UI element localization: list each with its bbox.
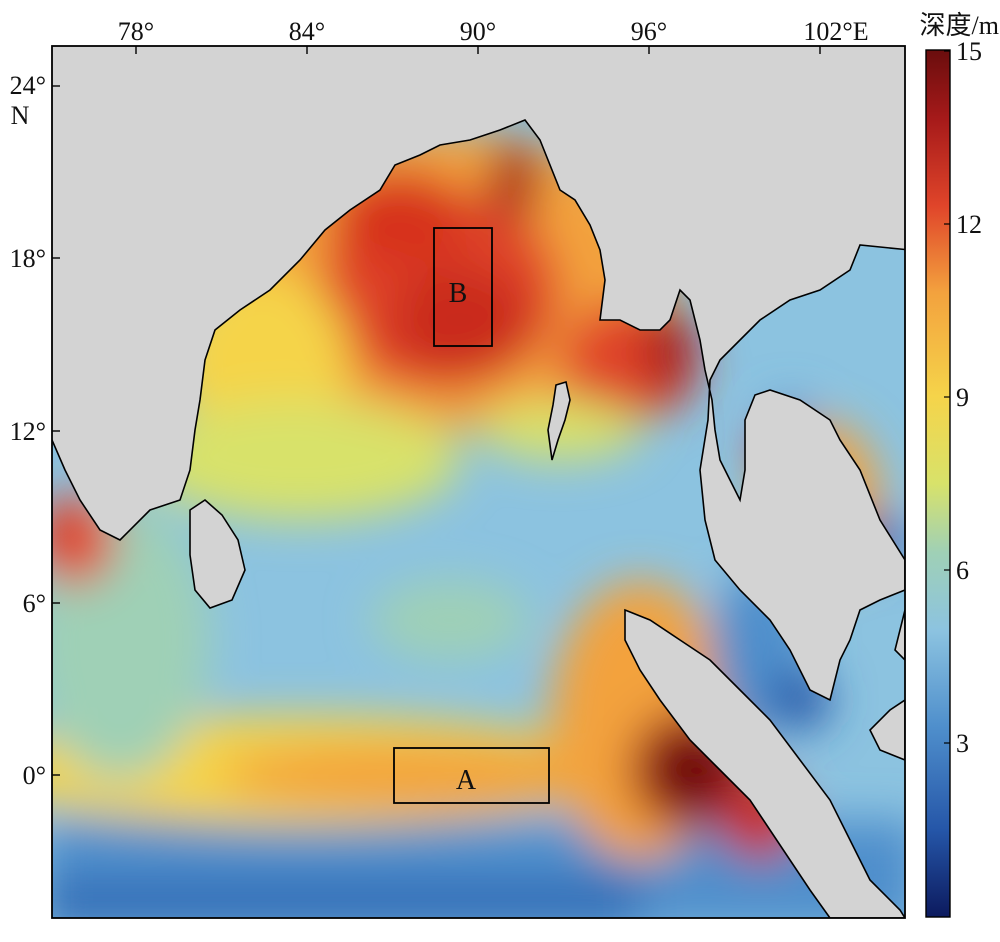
colorbar-tick-9: 9 [956, 383, 969, 412]
colorbar: 15 12 9 6 3 深度/m [920, 11, 999, 918]
lat-tick-6: 6° [23, 589, 46, 618]
colorbar-tick-3: 3 [956, 729, 969, 758]
region-label-b: B [449, 278, 468, 309]
lat-tick-12: 12° [10, 417, 46, 446]
land [52, 46, 905, 918]
region-label-a: A [456, 765, 477, 796]
lon-tick-78: 78° [118, 17, 154, 46]
colorbar-tick-15: 15 [956, 37, 982, 66]
lat-tick-0: 0° [23, 761, 46, 790]
lat-unit-n: N [11, 101, 30, 130]
lon-tick-102e: 102°E [803, 17, 868, 46]
region-box-b [433, 227, 493, 347]
lat-tick-18: 18° [10, 244, 46, 273]
map-area [52, 46, 905, 918]
region-box-a [393, 747, 550, 804]
colorbar-gradient [925, 49, 951, 918]
lon-tick-90: 90° [460, 17, 496, 46]
lon-tick-96: 96° [631, 17, 667, 46]
colorbar-tick-6: 6 [956, 556, 969, 585]
colorbar-tick-12: 12 [956, 210, 982, 239]
colorbar-title: 深度/m [920, 11, 999, 40]
lat-tick-24: 24° [10, 71, 46, 100]
lon-tick-84: 84° [289, 17, 325, 46]
